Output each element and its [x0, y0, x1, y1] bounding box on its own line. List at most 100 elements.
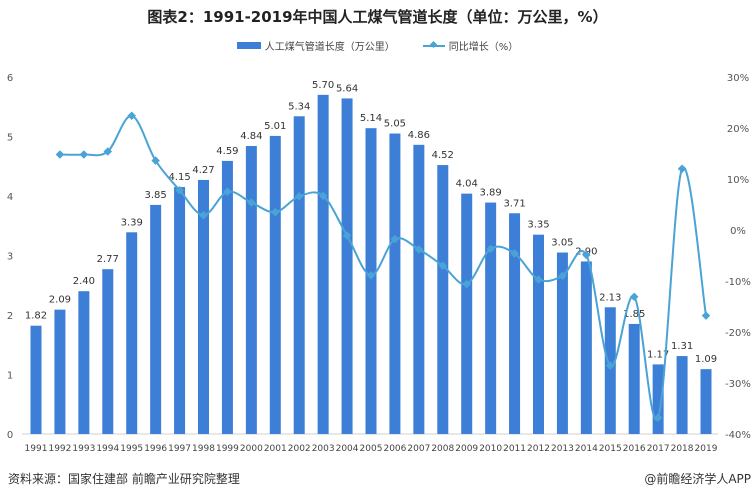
bar-value-label: 4.52: [432, 150, 454, 161]
legend-label-growth: 同比增长（%）: [448, 42, 519, 53]
left-tick-label: 5: [7, 133, 13, 144]
x-tick-label: 2016: [623, 444, 646, 454]
bar: [652, 364, 664, 434]
credit-note: @前瞻经济学人APP: [644, 472, 751, 486]
x-tick-label: 2003: [312, 444, 335, 454]
x-tick-label: 2005: [360, 444, 383, 454]
growth-point: [79, 150, 89, 159]
x-tick-label: 2000: [240, 444, 263, 454]
growth-point: [55, 150, 65, 159]
bar: [126, 232, 138, 434]
bar: [700, 369, 712, 434]
x-tick-label: 1998: [192, 444, 215, 454]
growth-point: [390, 234, 400, 244]
growth-point: [199, 210, 208, 220]
source-note: 资料来源：国家住建部 前瞻产业研究院整理: [8, 472, 240, 486]
bar-value-label: 5.01: [264, 121, 286, 132]
bar-value-label: 5.70: [312, 80, 334, 91]
bar: [509, 213, 521, 434]
bar: [676, 356, 688, 434]
left-tick-label: 2: [7, 311, 13, 322]
bar: [485, 202, 497, 434]
x-tick-label: 1994: [96, 444, 119, 454]
growth-point: [677, 164, 687, 174]
x-tick-label: 1997: [168, 444, 191, 454]
bar: [389, 133, 401, 434]
bar-value-label: 5.34: [288, 101, 310, 112]
x-tick-label: 2008: [431, 444, 454, 454]
bar-value-label: 4.84: [240, 131, 262, 142]
bar: [78, 291, 90, 434]
bar: [437, 165, 449, 434]
bar: [604, 307, 616, 434]
bar: [198, 179, 209, 434]
growth-point: [629, 292, 639, 302]
growth-point: [414, 245, 424, 254]
left-tick-label: 6: [7, 73, 13, 84]
bar-value-label: 1.09: [695, 354, 717, 365]
growth-point: [606, 361, 615, 370]
x-tick-label: 1999: [216, 444, 239, 454]
growth-point: [534, 275, 543, 284]
growth-point: [127, 111, 136, 121]
x-tick-label: 2006: [383, 444, 406, 454]
left-tick-label: 1: [7, 371, 13, 382]
bar: [245, 146, 257, 434]
x-tick-label: 2012: [527, 444, 550, 454]
bar: [413, 144, 425, 434]
bar: [150, 204, 162, 434]
bar-value-label: 4.59: [216, 146, 238, 157]
bar: [30, 325, 42, 434]
growth-point: [366, 271, 376, 280]
right-tick-label: -20%: [725, 328, 751, 339]
x-tick-label: 1995: [120, 444, 143, 454]
x-tick-label: 2009: [455, 444, 478, 454]
legend-line-swatch: [422, 44, 445, 47]
x-tick-label: 2002: [288, 444, 311, 454]
right-tick-label: -40%: [725, 430, 751, 441]
bar-value-label: 1.31: [671, 341, 693, 352]
x-tick-label: 2017: [647, 444, 670, 454]
growth-point: [151, 156, 160, 165]
x-tick-label: 2007: [407, 444, 430, 454]
right-tick-label: -10%: [725, 277, 751, 288]
bar-value-label: 2.09: [49, 295, 71, 306]
legend-bar-swatch: [236, 42, 261, 49]
x-tick-label: 2015: [599, 444, 622, 454]
x-tick-label: 2014: [575, 444, 598, 454]
right-tick-label: -30%: [725, 379, 751, 390]
growth-point: [701, 311, 711, 320]
bar-value-label: 3.71: [503, 198, 525, 209]
right-tick-label: 10%: [727, 175, 749, 186]
bar-value-label: 5.64: [336, 83, 358, 94]
legend-label-length: 人工煤气管道长度（万公里）: [264, 42, 395, 53]
growth-point: [438, 261, 448, 270]
legend-item-growth: 同比增长（%）: [422, 38, 519, 53]
growth-point: [342, 231, 352, 240]
bar: [628, 323, 640, 434]
growth-point: [486, 244, 495, 254]
growth-point: [510, 249, 519, 258]
bar-value-label: 2.40: [73, 276, 95, 287]
legend: 人工煤气管道长度（万公里） 同比增长（%）: [0, 38, 755, 53]
bar: [317, 94, 329, 434]
growth-point: [175, 185, 184, 195]
growth-point: [462, 279, 471, 289]
x-tick-label: 1992: [48, 444, 71, 454]
bar-value-label: 3.89: [480, 188, 502, 199]
bar: [102, 269, 114, 434]
bar-value-label: 4.27: [192, 165, 214, 176]
x-tick-label: 2010: [479, 444, 502, 454]
bar: [293, 116, 305, 435]
bar-value-label: 5.05: [384, 119, 406, 130]
growth-point: [318, 191, 328, 201]
bar: [533, 234, 544, 434]
growth-point: [653, 413, 663, 422]
growth-point: [247, 198, 256, 207]
left-tick-label: 0: [7, 430, 13, 441]
bar-value-label: 4.86: [408, 130, 430, 141]
bar-value-label: 3.39: [121, 217, 143, 228]
chart-title: 图表2：1991-2019年中国人工煤气管道长度（单位：万公里，%）: [147, 8, 608, 26]
growth-point: [294, 192, 304, 201]
